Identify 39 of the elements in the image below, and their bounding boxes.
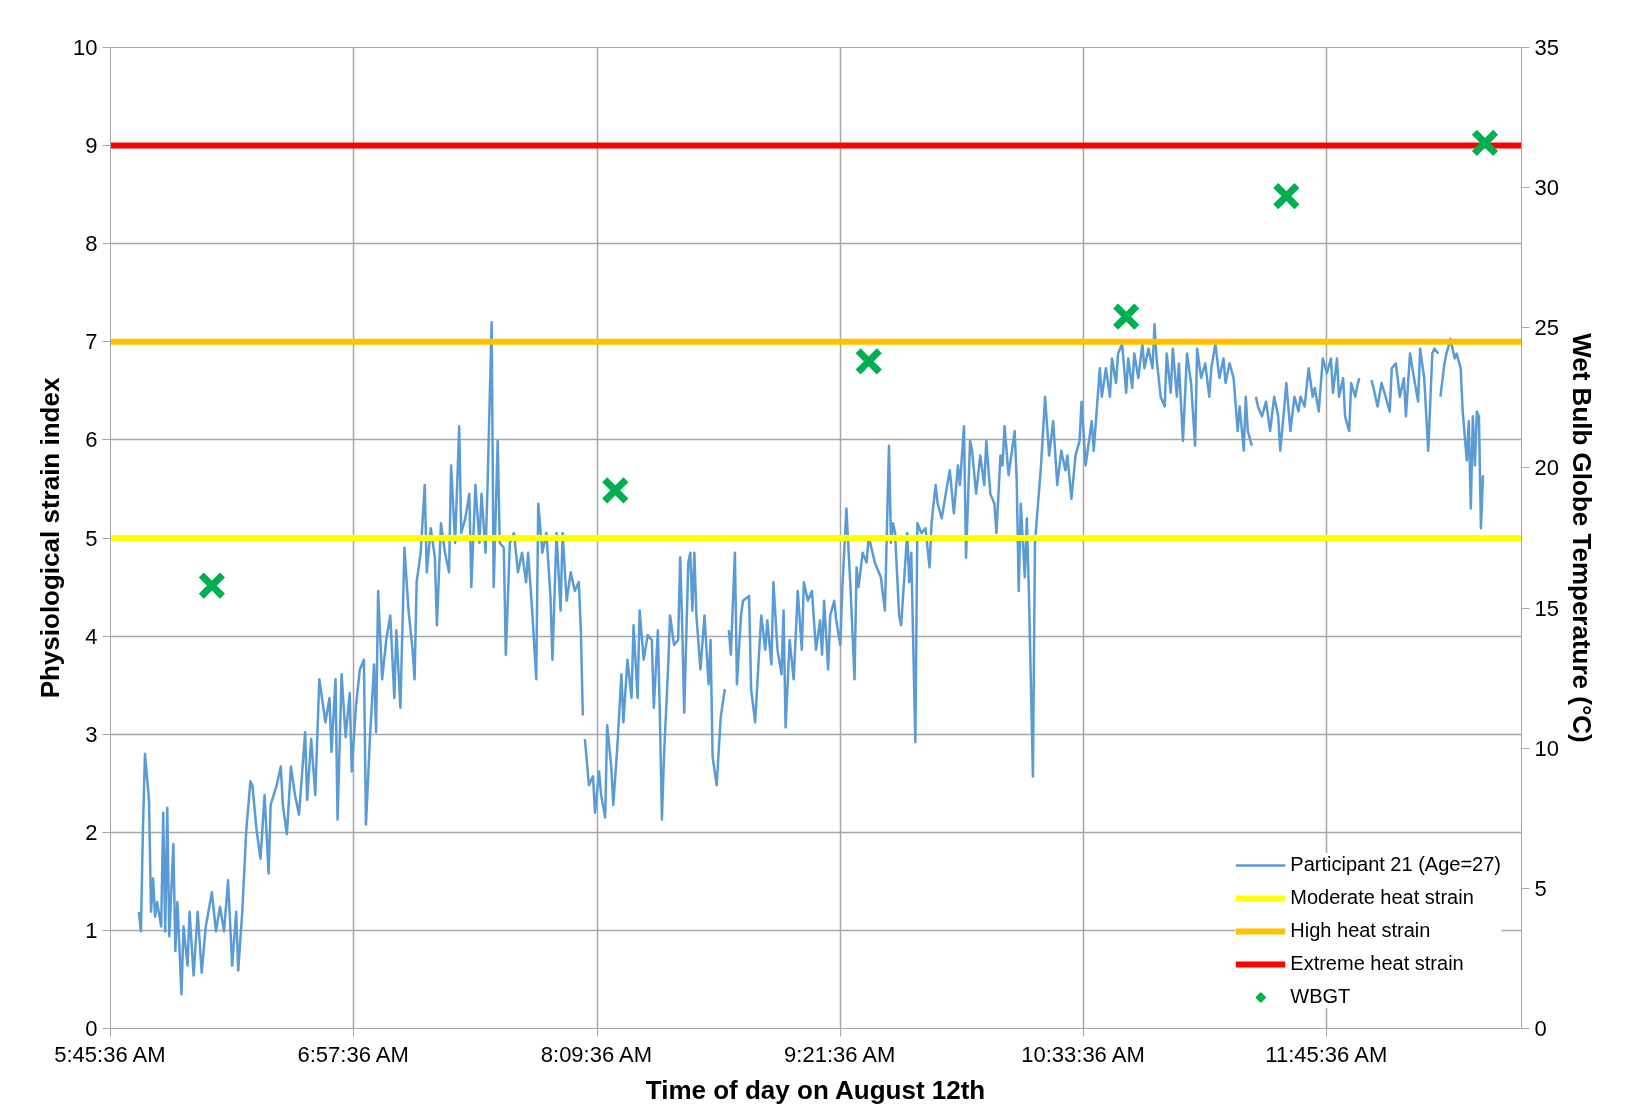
x-axis-title: Time of day on August 12th (645, 1074, 986, 1105)
point (1112, 302, 1141, 331)
y-axis-title: Physiological strain index (35, 377, 66, 699)
y-tick-label: 4 (85, 623, 98, 649)
y-tick-label: 3 (85, 721, 98, 747)
legend-label: WBGT (1290, 985, 1351, 1008)
y-tick-label: 6 (85, 427, 98, 453)
y-tick-label: 8 (85, 231, 98, 257)
y2-tick-label: 25 (1534, 315, 1559, 341)
x-tick-label: 6:57:36 AM (297, 1041, 409, 1067)
point (1470, 128, 1500, 157)
y2-tick-label: 0 (1534, 1016, 1547, 1041)
point (601, 476, 630, 505)
y2-tick-label: 10 (1534, 735, 1559, 761)
x-tick-label: 9:21:36 AM (784, 1041, 896, 1067)
y-tick-label: 7 (85, 329, 98, 355)
x-tick-label: 11:45:36 AM (1265, 1041, 1388, 1067)
y-tick-label: 2 (85, 819, 98, 845)
y-tick-label: 9 (85, 133, 98, 159)
point (197, 571, 226, 600)
point (854, 347, 883, 376)
point (1272, 181, 1301, 211)
y2-tick-label: 35 (1534, 35, 1559, 60)
y-tick-label: 0 (85, 1016, 98, 1041)
y-tick-label: 1 (85, 917, 98, 943)
y2-tick-label: 15 (1534, 595, 1559, 621)
y2-tick-label: 30 (1534, 175, 1559, 201)
y2-axis-title: Wet Bulb Globe Temperature (°C) (1566, 333, 1597, 743)
legend-label: Extreme heat strain (1290, 952, 1464, 975)
x-tick-label: 5:45:36 AM (54, 1041, 166, 1067)
legend-label: Moderate heat strain (1290, 886, 1474, 909)
y2-tick-label: 20 (1534, 455, 1559, 481)
x-tick-label: 8:09:36 AM (540, 1041, 653, 1067)
legend-label: Participant 21 (Age=27) (1290, 853, 1501, 876)
y-tick-label: 10 (73, 35, 98, 60)
x-tick-label: 10:33:36 AM (1021, 1041, 1145, 1067)
legend-label: High heat strain (1290, 919, 1431, 942)
y-tick-label: 5 (85, 525, 98, 551)
y2-tick-label: 5 (1534, 875, 1547, 901)
